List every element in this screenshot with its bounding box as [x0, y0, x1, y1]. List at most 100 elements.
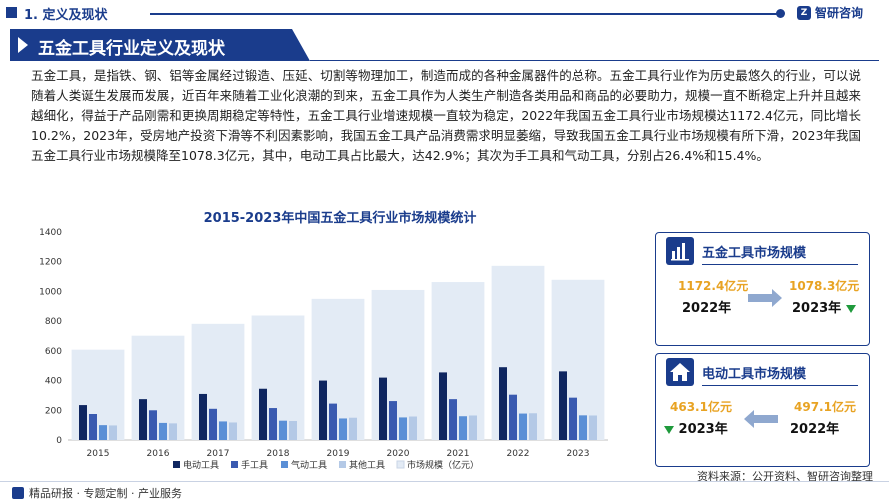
x-tick-label: 2016	[147, 449, 170, 459]
banner-title: 五金工具行业定义及现状	[38, 39, 225, 59]
bar-3-2021	[469, 415, 477, 440]
bar-1-2017	[209, 408, 217, 440]
card-title: 五金工具市场规模	[702, 246, 807, 261]
card-header: 电动工具市场规模	[666, 358, 858, 386]
year-2022: 2022年	[682, 301, 732, 316]
header-dot	[776, 9, 785, 18]
y-tick-label: 600	[45, 347, 62, 357]
bar-2-2017	[219, 421, 227, 440]
legend-label-0: 电动工具	[183, 459, 219, 471]
bar-0-2022	[499, 367, 507, 440]
legend-swatch-2	[281, 461, 288, 468]
bar-2-2019	[339, 418, 347, 440]
bar-3-2016	[169, 423, 177, 440]
bar-2-2023	[579, 415, 587, 440]
footer-left: 精品研报 · 专题定制 · 产业服务	[12, 485, 182, 501]
intro-paragraph: 五金工具，是指铁、钢、铝等金属经过锻造、压延、切割等物理加工，制造而成的各种金属…	[31, 68, 861, 163]
card-title-rule	[702, 385, 858, 386]
bar-0-2023	[559, 371, 567, 440]
bar-2-2021	[459, 416, 467, 440]
header-rule	[150, 13, 778, 15]
house-icon	[666, 358, 694, 386]
value-2022: 497.1亿元	[794, 400, 856, 414]
bar-1-2016	[149, 410, 157, 440]
footer-logo-icon	[12, 487, 24, 499]
bar-3-2018	[289, 420, 297, 440]
section-marker	[6, 7, 17, 18]
arrow-right-icon	[748, 289, 782, 307]
x-tick-label: 2015	[87, 449, 110, 459]
x-tick-label: 2017	[207, 449, 230, 459]
y-tick-label: 400	[45, 377, 62, 387]
bar-2-2016	[159, 422, 167, 440]
legend-swatch-0	[173, 461, 180, 468]
x-tick-label: 2023	[567, 449, 590, 459]
bar-1-2015	[89, 414, 97, 440]
top-bar: 1. 定义及现状 Z 智研咨询	[0, 0, 889, 26]
bar-3-2015	[109, 425, 117, 440]
legend-swatch-4	[396, 460, 405, 469]
bar-1-2023	[569, 397, 577, 440]
arrow-left-icon	[744, 410, 778, 428]
bar-2-2018	[279, 420, 287, 440]
x-tick-label: 2020	[387, 449, 410, 459]
value-2023: 463.1亿元	[670, 400, 732, 414]
year-2022: 2022年	[790, 422, 840, 437]
y-tick-label: 800	[45, 317, 62, 327]
bar-3-2019	[349, 417, 357, 440]
bar-2-2020	[399, 417, 407, 440]
y-tick-label: 1000	[39, 287, 62, 297]
bar-3-2023	[589, 415, 597, 440]
title-banner: 五金工具行业定义及现状	[10, 29, 310, 61]
chart-bars-icon	[666, 237, 694, 265]
legend-label-3: 其他工具	[349, 459, 385, 471]
bar-0-2021	[439, 372, 447, 440]
x-tick-label: 2021	[447, 449, 470, 459]
y-tick-label: 0	[56, 436, 62, 446]
bar-3-2020	[409, 416, 417, 440]
card-hardware-market: 五金工具市场规模 1172.4亿元 2022年 1078.3亿元 2023年	[655, 232, 870, 346]
y-tick-label: 1400	[39, 228, 62, 238]
card-header: 五金工具市场规模	[666, 237, 858, 265]
legend-label-2: 气动工具	[291, 459, 327, 471]
x-tick-label: 2022	[507, 449, 530, 459]
bar-2-2015	[99, 425, 107, 440]
down-arrow-icon	[664, 425, 674, 434]
legend-swatch-3	[339, 461, 346, 468]
y-tick-label: 200	[45, 406, 62, 416]
card-title: 电动工具市场规模	[702, 367, 807, 382]
legend-label-4: 市场规模（亿元）	[407, 459, 479, 471]
brand-logo-icon: Z	[797, 5, 811, 20]
year-2023: 2023年	[678, 422, 728, 437]
bar-3-2022	[529, 413, 537, 440]
play-triangle-icon	[18, 37, 28, 53]
brand-name: 智研咨询	[815, 6, 864, 20]
x-tick-label: 2018	[267, 449, 290, 459]
bar-0-2020	[379, 377, 387, 440]
bar-3-2017	[229, 422, 237, 440]
banner-underline	[310, 60, 879, 61]
year-2023: 2023年	[792, 301, 842, 316]
value-2022: 1172.4亿元	[678, 279, 749, 293]
down-arrow-icon	[845, 304, 856, 313]
bar-0-2016	[139, 399, 147, 440]
footer-rule	[0, 481, 889, 482]
legend-swatch-1	[231, 461, 238, 468]
bar-0-2015	[79, 405, 87, 440]
bar-0-2018	[259, 388, 267, 440]
footer-slogan: 精品研报 · 专题定制 · 产业服务	[29, 487, 182, 500]
chart-title: 2015-2023年中国五金工具行业市场规模统计	[203, 211, 477, 226]
bar-1-2021	[449, 399, 457, 440]
source-note: 资料来源：公开资料、智研咨询整理	[697, 470, 873, 483]
card-power-tools-market: 电动工具市场规模 463.1亿元 2023年 497.1亿元 2022年	[655, 353, 870, 467]
card-title-rule	[702, 264, 858, 265]
section-title: 1. 定义及现状	[24, 8, 108, 23]
bar-0-2017	[199, 393, 207, 440]
legend-label-1: 手工具	[241, 459, 268, 471]
bar-1-2022	[509, 394, 517, 440]
value-2023: 1078.3亿元	[789, 279, 860, 293]
bar-0-2019	[319, 380, 327, 440]
bar-1-2020	[389, 401, 397, 440]
market-size-chart: 0 200 400 600 800 1000 1200 1400 2015 2016 2017 201…	[39, 228, 608, 471]
bar-1-2018	[269, 408, 277, 440]
